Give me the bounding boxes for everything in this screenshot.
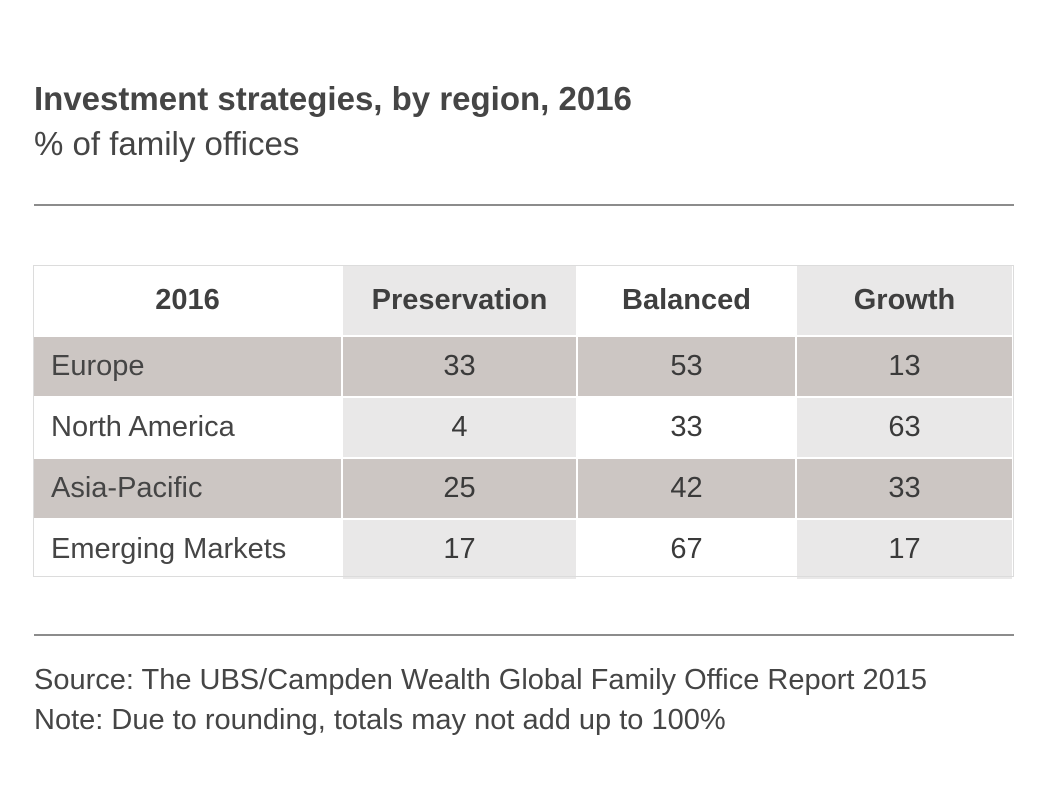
header-growth: Growth xyxy=(796,266,1014,337)
header-balanced: Balanced xyxy=(577,266,797,337)
cell-emerging-markets-balanced: 67 xyxy=(577,519,797,581)
table-row: Europe 33 53 13 xyxy=(34,336,1014,398)
chart-subtitle: % of family offices xyxy=(34,125,300,162)
row-label-emerging-markets: Emerging Markets xyxy=(34,519,343,581)
row-label-north-america: North America xyxy=(34,397,343,459)
cell-emerging-markets-preservation: 17 xyxy=(342,519,578,581)
header-preservation: Preservation xyxy=(342,266,578,337)
header-year: 2016 xyxy=(34,266,343,337)
chart-title: Investment strategies, by region, 2016 xyxy=(34,80,632,117)
strategy-table: 2016 Preservation Balanced Growth Europe… xyxy=(34,266,1014,581)
table-header-row: 2016 Preservation Balanced Growth xyxy=(34,266,1014,337)
row-label-europe: Europe xyxy=(34,336,343,398)
table-row: Emerging Markets 17 67 17 xyxy=(34,519,1014,581)
cell-europe-growth: 13 xyxy=(796,336,1014,398)
top-divider xyxy=(34,204,1014,206)
bottom-divider xyxy=(34,634,1014,636)
cell-asia-pacific-preservation: 25 xyxy=(342,458,578,520)
row-label-asia-pacific: Asia-Pacific xyxy=(34,458,343,520)
cell-north-america-preservation: 4 xyxy=(342,397,578,459)
cell-asia-pacific-growth: 33 xyxy=(796,458,1014,520)
cell-europe-preservation: 33 xyxy=(342,336,578,398)
source-note: Source: The UBS/Campden Wealth Global Fa… xyxy=(34,664,927,696)
table-row: North America 4 33 63 xyxy=(34,397,1014,459)
cell-asia-pacific-balanced: 42 xyxy=(577,458,797,520)
table-row: Asia-Pacific 25 42 33 xyxy=(34,458,1014,520)
cell-emerging-markets-growth: 17 xyxy=(796,519,1014,581)
rounding-note: Note: Due to rounding, totals may not ad… xyxy=(34,704,726,736)
cell-north-america-balanced: 33 xyxy=(577,397,797,459)
cell-europe-balanced: 53 xyxy=(577,336,797,398)
cell-north-america-growth: 63 xyxy=(796,397,1014,459)
